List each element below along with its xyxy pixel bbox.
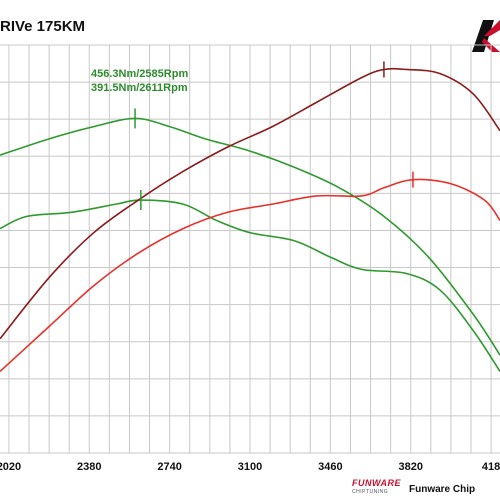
annotation-label: 456.3Nm/2585Rpm xyxy=(91,68,188,80)
annotation-layer: 456.3Nm/2585Rpm 391.5Nm/2611Rpm xyxy=(91,68,188,94)
x-tick-label: 2380 xyxy=(77,461,101,473)
grid-lines xyxy=(0,44,500,454)
annotation-label: 391.5Nm/2611Rpm xyxy=(91,82,188,94)
series-line-power_stock xyxy=(0,178,500,372)
footer-brand: FUNWARE xyxy=(352,478,401,488)
series-line-power_tuned xyxy=(0,67,500,340)
series-line-torque_tuned xyxy=(0,117,500,356)
footer-brand-sub: CHIPTUNING xyxy=(352,489,389,495)
series-layer xyxy=(0,67,500,372)
x-tick-label: 3460 xyxy=(318,461,342,473)
marker-layer xyxy=(134,61,414,211)
x-tick-label: 2020 xyxy=(0,461,21,473)
footer-text: Funware Chip xyxy=(409,484,476,495)
x-tick-label: 3100 xyxy=(238,461,262,473)
x-tick-label: 418 xyxy=(482,461,500,473)
x-tick-labels: 2020 2380 2740 3100 3460 3820 418 xyxy=(0,461,500,473)
x-tick-label: 2740 xyxy=(157,461,181,473)
x-tick-label: 3820 xyxy=(398,461,422,473)
series-line-torque_stock xyxy=(0,199,500,372)
chart-title: RIVe 175KM xyxy=(0,18,86,35)
